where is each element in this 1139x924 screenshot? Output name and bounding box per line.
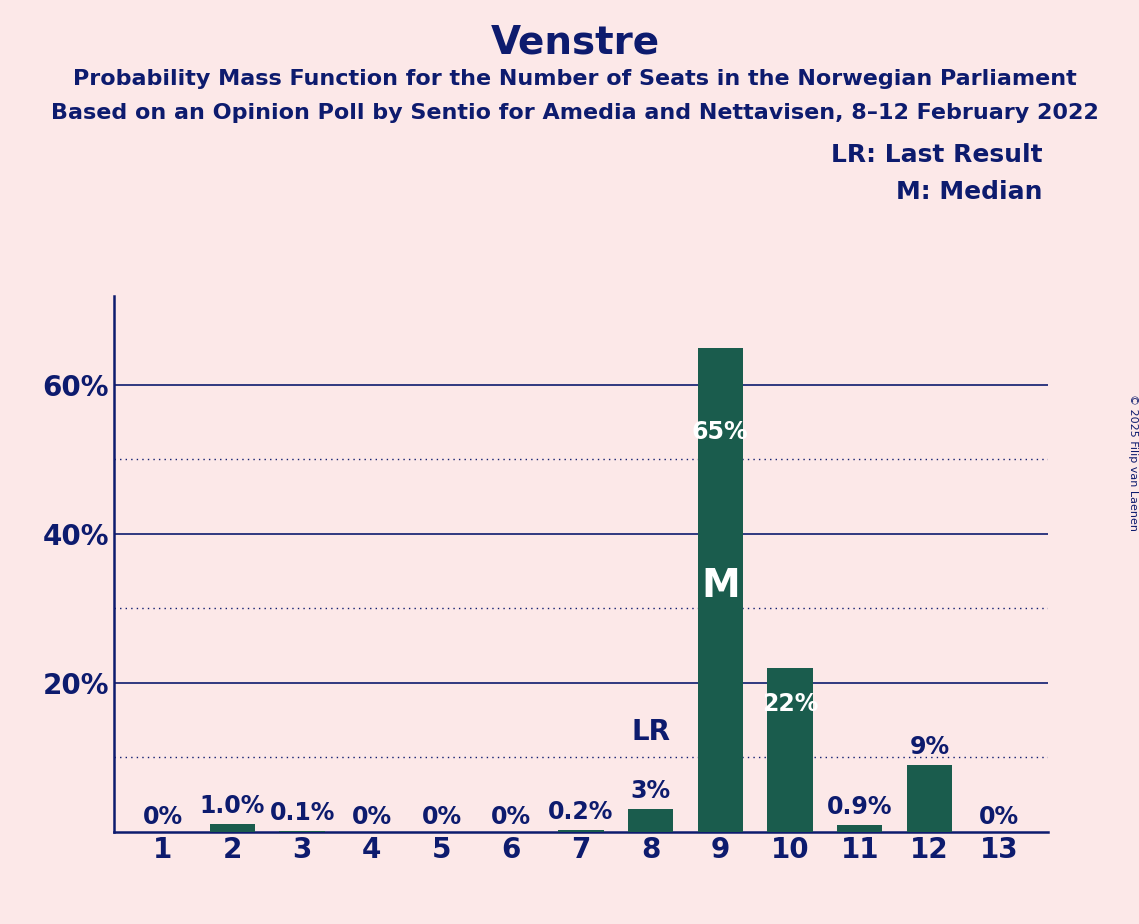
Text: 0.2%: 0.2% (548, 800, 614, 824)
Text: 1.0%: 1.0% (199, 795, 265, 819)
Text: M: Median: M: Median (895, 180, 1042, 204)
Text: Probability Mass Function for the Number of Seats in the Norwegian Parliament: Probability Mass Function for the Number… (73, 69, 1077, 90)
Text: 0.9%: 0.9% (827, 795, 893, 819)
Text: LR: Last Result: LR: Last Result (830, 143, 1042, 167)
Bar (210, 824, 255, 832)
Text: 0.1%: 0.1% (270, 801, 335, 825)
Text: 0%: 0% (980, 806, 1019, 830)
Bar (558, 830, 604, 832)
Bar (907, 765, 952, 832)
Text: 9%: 9% (909, 735, 950, 759)
Text: M: M (700, 567, 739, 605)
Text: 0%: 0% (142, 806, 182, 830)
Text: LR: LR (631, 718, 670, 746)
Text: 0%: 0% (491, 806, 531, 830)
Text: 3%: 3% (631, 779, 671, 803)
Text: © 2025 Filip van Laenen: © 2025 Filip van Laenen (1129, 394, 1138, 530)
Bar (628, 809, 673, 832)
Bar (768, 668, 812, 832)
Text: Venstre: Venstre (491, 23, 659, 61)
Text: Based on an Opinion Poll by Sentio for Amedia and Nettavisen, 8–12 February 2022: Based on an Opinion Poll by Sentio for A… (51, 103, 1099, 124)
Bar (697, 347, 743, 832)
Text: 0%: 0% (421, 806, 461, 830)
Text: 65%: 65% (693, 420, 748, 444)
Text: 22%: 22% (762, 692, 818, 716)
Text: 0%: 0% (352, 806, 392, 830)
Bar (837, 825, 883, 832)
